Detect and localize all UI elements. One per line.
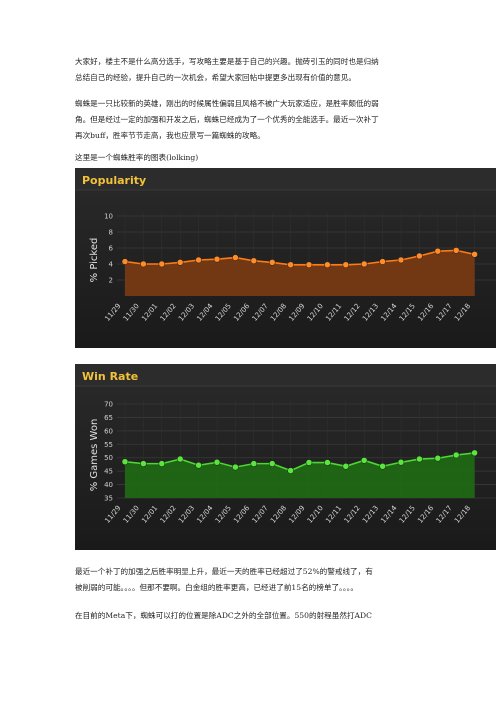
- data-point: [158, 460, 166, 467]
- patch-line-2: 被削弱的可能。。。。但那不要啊。白金组的胜率更高，已经进了前15名的榜单了。。。…: [75, 583, 359, 592]
- chart-caption: 这里是一个蜘蛛胜率的图表(lolking): [75, 150, 425, 166]
- data-point: [250, 460, 258, 467]
- y-axis-label: % Games Won: [89, 419, 100, 492]
- chart-background: [75, 364, 496, 550]
- intro-line-1: 大家好，楼主不是什么高分选手，写攻略主要是基于自己的兴趣。抛砖引玉的同时也是归纳: [75, 57, 379, 66]
- data-point: [213, 459, 221, 466]
- popularity-chart: Popularity 10 8 6 4 2% Picked 11/29 11/30 12/01 1…: [75, 168, 496, 348]
- data-point: [250, 257, 258, 265]
- data-point: [379, 258, 386, 265]
- patch-paragraph: 最近一个补丁的加强之后胜率明显上升，最近一天的胜率已经超过了52%的警戒线了，有…: [75, 564, 425, 596]
- data-point: [434, 455, 442, 462]
- y-tick-label: 4: [109, 261, 114, 269]
- data-point: [342, 463, 350, 470]
- meta-line-1: 在目前的Meta下，蜘蛛可以打的位置是除ADC之外的全部位置。550的射程虽然打…: [75, 611, 372, 620]
- data-point: [121, 258, 129, 265]
- data-point: [452, 451, 460, 459]
- data-point: [268, 259, 276, 266]
- chart-header-bar: [75, 168, 496, 190]
- data-point: [140, 460, 147, 467]
- data-point: [176, 259, 184, 266]
- data-point: [397, 459, 405, 466]
- data-point: [195, 256, 202, 264]
- y-axis-label: % Picked: [89, 238, 100, 283]
- y-tick-label: 50: [104, 454, 113, 462]
- patch-line-1: 最近一个补丁的加强之后胜率明显上升，最近一天的胜率已经超过了52%的警戒线了，有: [75, 567, 373, 576]
- y-tick-label: 2: [109, 277, 113, 285]
- data-point: [232, 463, 239, 471]
- data-point: [360, 260, 368, 268]
- y-tick-label: 10: [104, 213, 113, 221]
- data-point: [176, 455, 184, 463]
- data-point: [342, 261, 350, 269]
- data-point: [121, 458, 129, 465]
- chart-header-bar: [75, 364, 496, 386]
- winrate-chart: Win Rate 70 65 60 55 50 45 40 35% Games Won 11/29…: [75, 364, 496, 550]
- data-point: [416, 252, 423, 260]
- chart-caption-text: 这里是一个蜘蛛胜率的图表(lolking): [75, 153, 199, 162]
- data-point: [324, 459, 331, 466]
- chart-title: Win Rate: [82, 370, 138, 383]
- chart-title: Popularity: [82, 174, 146, 187]
- data-point: [287, 261, 294, 269]
- data-point: [195, 461, 202, 469]
- intro-line-2: 总结自己的经验，提升自己的一次机会，希望大家回帖中提更多出现有价值的意见。: [75, 73, 356, 82]
- data-point: [305, 459, 313, 466]
- y-tick-label: 60: [104, 427, 113, 435]
- data-point: [287, 467, 294, 474]
- data-point: [397, 256, 405, 264]
- data-point: [360, 457, 368, 464]
- meta-paragraph: 在目前的Meta下，蜘蛛可以打的位置是除ADC之外的全部位置。550的射程虽然打…: [75, 608, 425, 624]
- series-area: [125, 452, 475, 498]
- data-point: [158, 260, 166, 268]
- data-point: [471, 251, 478, 258]
- y-tick-label: 55: [104, 441, 113, 449]
- data-point: [471, 449, 478, 457]
- data-point: [379, 463, 386, 470]
- data-point: [213, 255, 221, 263]
- y-tick-label: 6: [109, 245, 114, 253]
- data-point: [140, 260, 147, 268]
- data-point: [232, 254, 239, 261]
- data-point: [324, 261, 331, 269]
- hero-line-1: 蜘蛛是一只比较新的英雄，刚出的时候属性偏弱且风格不被广大玩家适应，是胜率颇低的弱: [75, 99, 379, 108]
- data-point: [416, 455, 423, 463]
- data-point: [452, 247, 460, 254]
- data-point: [305, 261, 313, 269]
- hero-line-3: 再次buff，胜率节节走高，我也应景写一篇蜘蛛的攻略。: [75, 131, 265, 140]
- y-tick-label: 45: [104, 468, 113, 476]
- data-point: [434, 247, 442, 255]
- hero-line-2: 角。但是经过一定的加强和开发之后，蜘蛛已经成为了一个优秀的全能选手。最近一次补丁: [75, 115, 379, 124]
- y-tick-label: 65: [104, 414, 113, 422]
- y-tick-label: 70: [104, 401, 113, 409]
- intro-paragraph: 大家好，楼主不是什么高分选手，写攻略主要是基于自己的兴趣。抛砖引玉的同时也是归纳…: [75, 54, 425, 86]
- data-point: [268, 460, 276, 467]
- y-tick-label: 40: [104, 481, 113, 489]
- y-tick-label: 35: [104, 495, 113, 503]
- hero-paragraph: 蜘蛛是一只比较新的英雄，刚出的时候属性偏弱且风格不被广大玩家适应，是胜率颇低的弱…: [75, 96, 425, 144]
- y-tick-label: 8: [109, 229, 113, 237]
